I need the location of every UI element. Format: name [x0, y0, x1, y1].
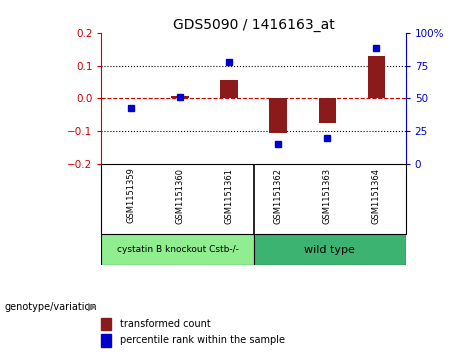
- Title: GDS5090 / 1416163_at: GDS5090 / 1416163_at: [173, 18, 334, 32]
- Text: percentile rank within the sample: percentile rank within the sample: [120, 335, 285, 346]
- Text: GSM1151363: GSM1151363: [323, 168, 331, 224]
- Bar: [171, 97, 189, 98]
- Bar: [254, 234, 406, 265]
- Text: cystatin B knockout Cstb-/-: cystatin B knockout Cstb-/-: [117, 245, 238, 254]
- Bar: [319, 98, 336, 123]
- Text: GSM1151359: GSM1151359: [126, 168, 136, 224]
- Bar: [101, 234, 254, 265]
- Bar: [368, 56, 385, 98]
- Text: GSM1151360: GSM1151360: [176, 168, 184, 224]
- Bar: [220, 80, 237, 98]
- Text: GSM1151361: GSM1151361: [225, 168, 234, 224]
- Text: GSM1151362: GSM1151362: [273, 168, 283, 224]
- Bar: [270, 98, 287, 133]
- Text: GSM1151364: GSM1151364: [372, 168, 381, 224]
- Text: transformed count: transformed count: [120, 319, 211, 329]
- Text: ▶: ▶: [89, 302, 97, 312]
- Text: wild type: wild type: [304, 245, 355, 255]
- Text: genotype/variation: genotype/variation: [5, 302, 97, 312]
